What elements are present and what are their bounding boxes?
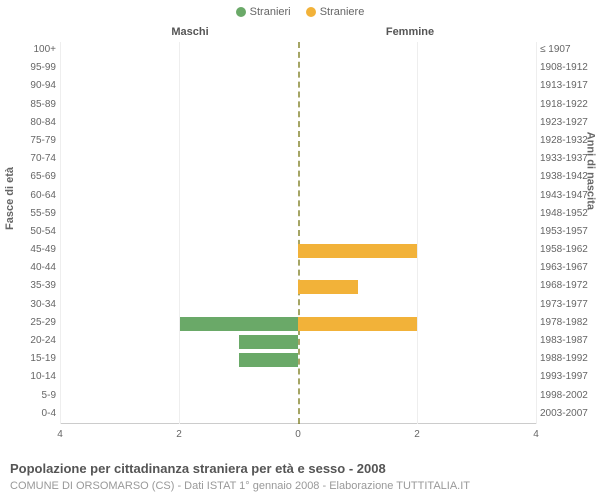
legend-label-male: Stranieri [250, 6, 291, 18]
age-row: 65-691938-1942 [60, 169, 536, 187]
age-row: 5-91998-2002 [60, 388, 536, 406]
age-label: 35-39 [16, 280, 56, 291]
birth-year-label: ≤ 1907 [540, 44, 594, 55]
x-tick-label: 2 [176, 429, 182, 440]
age-row: 95-991908-1912 [60, 60, 536, 78]
column-header-maschi: Maschi [150, 26, 230, 38]
age-row: 15-191988-1992 [60, 351, 536, 369]
age-row: 80-841923-1927 [60, 115, 536, 133]
birth-year-label: 1948-1952 [540, 208, 594, 219]
birth-year-label: 1908-1912 [540, 62, 594, 73]
legend-swatch-male [236, 7, 246, 17]
age-label: 40-44 [16, 262, 56, 273]
birth-year-label: 1928-1932 [540, 135, 594, 146]
legend-label-female: Straniere [320, 6, 365, 18]
age-row: 50-541953-1957 [60, 224, 536, 242]
bar-male [239, 353, 299, 367]
bar-male [179, 317, 298, 331]
age-row: 75-791928-1932 [60, 133, 536, 151]
age-label: 85-89 [16, 99, 56, 110]
age-label: 15-19 [16, 353, 56, 364]
age-label: 95-99 [16, 62, 56, 73]
chart-subtitle: COMUNE DI ORSOMARSO (CS) - Dati ISTAT 1°… [10, 480, 470, 492]
birth-year-label: 1958-1962 [540, 244, 594, 255]
age-row: 45-491958-1962 [60, 242, 536, 260]
age-label: 90-94 [16, 80, 56, 91]
age-label: 75-79 [16, 135, 56, 146]
age-row: 90-941913-1917 [60, 78, 536, 96]
birth-year-label: 1983-1987 [540, 335, 594, 346]
legend: Stranieri Straniere [0, 6, 600, 20]
age-label: 80-84 [16, 117, 56, 128]
birth-year-label: 1953-1957 [540, 226, 594, 237]
x-tick-label: 2 [414, 429, 420, 440]
age-label: 65-69 [16, 171, 56, 182]
gridline [179, 42, 180, 424]
birth-year-label: 1963-1967 [540, 262, 594, 273]
birth-year-label: 1978-1982 [540, 317, 594, 328]
bar-female [298, 244, 417, 258]
age-row: 25-291978-1982 [60, 315, 536, 333]
age-row: 20-241983-1987 [60, 333, 536, 351]
age-label: 70-74 [16, 153, 56, 164]
column-header-femmine: Femmine [370, 26, 450, 38]
bar-female [298, 317, 417, 331]
legend-item-female: Straniere [306, 6, 365, 18]
chart-title: Popolazione per cittadinanza straniera p… [10, 461, 386, 476]
birth-year-label: 1943-1947 [540, 190, 594, 201]
age-row: 85-891918-1922 [60, 97, 536, 115]
age-row: 40-441963-1967 [60, 260, 536, 278]
x-tick-label: 4 [57, 429, 63, 440]
x-tick-label: 0 [295, 429, 301, 440]
gridline [417, 42, 418, 424]
birth-year-label: 1923-1927 [540, 117, 594, 128]
age-row: 10-141993-1997 [60, 369, 536, 387]
age-label: 25-29 [16, 317, 56, 328]
age-row: 100+≤ 1907 [60, 42, 536, 60]
age-label: 0-4 [16, 408, 56, 419]
birth-year-label: 1993-1997 [540, 371, 594, 382]
age-label: 55-59 [16, 208, 56, 219]
age-label: 100+ [16, 44, 56, 55]
age-row: 70-741933-1937 [60, 151, 536, 169]
birth-year-label: 1918-1922 [540, 99, 594, 110]
age-label: 5-9 [16, 390, 56, 401]
age-label: 10-14 [16, 371, 56, 382]
age-row: 35-391968-1972 [60, 278, 536, 296]
age-row: 55-591948-1952 [60, 206, 536, 224]
legend-swatch-female [306, 7, 316, 17]
birth-year-label: 1998-2002 [540, 390, 594, 401]
bar-male [239, 335, 299, 349]
age-row: 0-42003-2007 [60, 406, 536, 424]
y-axis-title-left: Fasce di età [4, 167, 16, 230]
age-label: 45-49 [16, 244, 56, 255]
gridline [536, 42, 537, 424]
plot-area: 100+≤ 190795-991908-191290-941913-191785… [60, 42, 536, 440]
birth-year-label: 1968-1972 [540, 280, 594, 291]
birth-year-label: 1938-1942 [540, 171, 594, 182]
birth-year-label: 2003-2007 [540, 408, 594, 419]
age-label: 20-24 [16, 335, 56, 346]
x-tick-label: 4 [533, 429, 539, 440]
age-label: 50-54 [16, 226, 56, 237]
age-row: 30-341973-1977 [60, 297, 536, 315]
birth-year-label: 1933-1937 [540, 153, 594, 164]
age-label: 60-64 [16, 190, 56, 201]
bar-female [298, 280, 358, 294]
age-label: 30-34 [16, 299, 56, 310]
gridline [60, 42, 61, 424]
legend-item-male: Stranieri [236, 6, 291, 18]
birth-year-label: 1988-1992 [540, 353, 594, 364]
birth-year-label: 1973-1977 [540, 299, 594, 310]
age-row: 60-641943-1947 [60, 188, 536, 206]
birth-year-label: 1913-1917 [540, 80, 594, 91]
